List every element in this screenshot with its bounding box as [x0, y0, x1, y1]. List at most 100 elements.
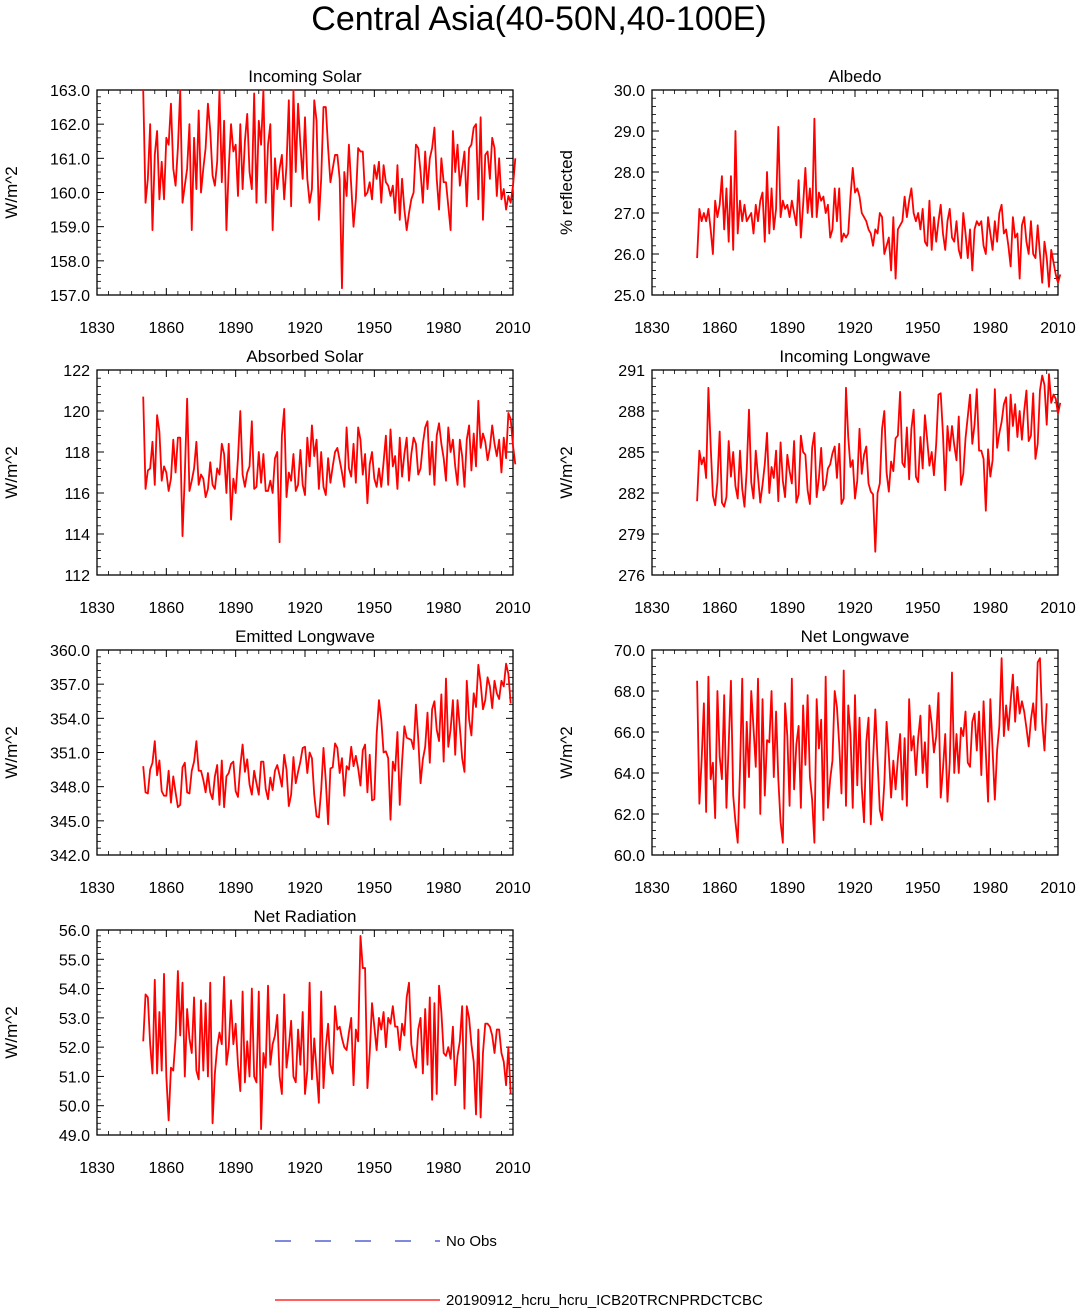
series-line: [142, 89, 517, 290]
x-tick-label: 1890: [770, 600, 806, 617]
y-tick-label: 351.0: [50, 746, 90, 763]
chart-title: Net Longwave: [801, 627, 910, 646]
y-tick-label: 160.0: [50, 186, 90, 203]
y-tick-label: 116: [64, 486, 90, 503]
y-tick-label: 50.0: [59, 1099, 90, 1116]
y-tick-label: 49.0: [59, 1128, 90, 1145]
y-tick-label: 51.0: [59, 1069, 90, 1086]
x-tick-label: 1830: [79, 880, 115, 897]
y-tick-label: 68.0: [614, 684, 645, 701]
chart-panel: Incoming Solar 157.0 158.0 159.0 160.0 161.0 1…: [2, 67, 531, 337]
plot-frame: [96, 369, 514, 576]
x-tick-label: 1920: [287, 320, 323, 337]
chart-title: Emitted Longwave: [235, 627, 375, 646]
x-tick-label: 1980: [973, 600, 1009, 617]
x-tick-label: 1920: [837, 880, 873, 897]
x-tick-label: 1950: [905, 600, 941, 617]
x-tick-label: 1920: [287, 880, 323, 897]
x-tick-label: 1830: [79, 1160, 115, 1177]
x-tick-label: 2010: [495, 600, 531, 617]
x-tick-label: 1950: [357, 600, 393, 617]
chart-panel: Net Longwave 60.0 62.0 64.0 66.0 68.0 70.0 1830…: [557, 627, 1076, 897]
x-tick-label: 1950: [357, 320, 393, 337]
series-line: [142, 662, 512, 826]
chart-panel: Incoming Longwave 276 279 282 285 288 291 1830 1…: [557, 347, 1076, 617]
x-tick-label: 1860: [149, 320, 185, 337]
x-tick-label: 1890: [770, 880, 806, 897]
y-axis-label: W/m^2: [2, 1006, 21, 1058]
x-tick-label: 1980: [973, 880, 1009, 897]
x-tick-label: 2010: [495, 1160, 531, 1177]
y-tick-label: 342.0: [50, 848, 90, 865]
y-tick-label: 159.0: [50, 220, 90, 237]
panels: Incoming Solar 157.0 158.0 159.0 160.0 161.0 1…: [2, 67, 1076, 1177]
chart-title: Incoming Longwave: [779, 347, 930, 366]
y-tick-label: 276: [618, 568, 645, 585]
x-tick-label: 1860: [149, 880, 185, 897]
y-tick-label: 54.0: [59, 982, 90, 999]
x-tick-label: 1860: [149, 600, 185, 617]
y-tick-label: 30.0: [614, 83, 645, 100]
x-tick-label: 2010: [1040, 320, 1076, 337]
legend-model-label: 20190912_hcru_hcru_ICB20TRCNPRDCTCBC: [446, 1292, 763, 1309]
y-tick-label: 70.0: [614, 643, 645, 660]
chart-title: Incoming Solar: [248, 67, 362, 86]
y-tick-label: 25.0: [614, 288, 645, 305]
y-tick-label: 56.0: [59, 923, 90, 940]
y-tick-label: 118: [64, 445, 90, 462]
x-tick-label: 1950: [905, 320, 941, 337]
y-tick-label: 27.0: [614, 206, 645, 223]
legend: No Obs 20190912_hcru_hcru_ICB20TRCNPRDCT…: [275, 1233, 763, 1309]
x-tick-label: 1860: [702, 600, 738, 617]
y-tick-label: 348.0: [50, 780, 90, 797]
y-tick-label: 161.0: [50, 151, 90, 168]
x-tick-label: 1830: [634, 600, 670, 617]
y-tick-label: 157.0: [50, 288, 90, 305]
y-tick-label: 29.0: [614, 124, 645, 141]
x-tick-label: 1920: [837, 600, 873, 617]
chart-panel: Emitted Longwave 342.0 345.0 348.0 351.0 354.…: [2, 627, 531, 897]
x-tick-label: 1860: [702, 880, 738, 897]
y-tick-label: 26.0: [614, 247, 645, 264]
x-tick-label: 1830: [634, 320, 670, 337]
series-line: [696, 117, 1062, 288]
chart-panel: Absorbed Solar 112 114 116 118 120 122 1830 1860…: [2, 347, 531, 617]
y-tick-label: 279: [618, 527, 645, 544]
x-tick-label: 1950: [357, 880, 393, 897]
chart-panel: Albedo 25.0 26.0 27.0 28.0 29.0 30.0 1830 1860 18…: [557, 67, 1076, 337]
x-tick-label: 1980: [426, 600, 462, 617]
y-tick-label: 52.0: [59, 1040, 90, 1057]
x-tick-label: 1860: [149, 1160, 185, 1177]
y-tick-label: 354.0: [50, 711, 90, 728]
x-tick-label: 1890: [218, 880, 254, 897]
figure-title: Central Asia(40-50N,40-100E): [311, 0, 766, 38]
x-tick-label: 1920: [287, 600, 323, 617]
y-axis-label: W/m^2: [2, 726, 21, 778]
y-tick-label: 28.0: [614, 165, 645, 182]
x-tick-label: 1830: [79, 600, 115, 617]
x-tick-label: 2010: [495, 320, 531, 337]
y-tick-label: 62.0: [614, 807, 645, 824]
x-tick-label: 1980: [426, 880, 462, 897]
chart-title: Albedo: [829, 67, 882, 86]
y-axis-label: W/m^2: [557, 446, 576, 498]
y-tick-label: 162.0: [50, 117, 90, 134]
y-tick-label: 60.0: [614, 848, 645, 865]
x-tick-label: 2010: [1040, 880, 1076, 897]
y-tick-label: 64.0: [614, 766, 645, 783]
x-tick-label: 1860: [702, 320, 738, 337]
series-line: [696, 657, 1048, 844]
x-tick-label: 1890: [218, 320, 254, 337]
series-line: [142, 396, 517, 544]
x-tick-label: 2010: [1040, 600, 1076, 617]
x-tick-label: 1890: [218, 1160, 254, 1177]
x-tick-label: 1980: [426, 1160, 462, 1177]
y-axis-label: W/m^2: [557, 726, 576, 778]
series-line: [696, 373, 1062, 553]
y-tick-label: 288: [618, 404, 645, 421]
chart-title: Absorbed Solar: [246, 347, 364, 366]
x-tick-label: 1920: [837, 320, 873, 337]
x-tick-label: 1830: [79, 320, 115, 337]
x-tick-label: 1920: [287, 1160, 323, 1177]
